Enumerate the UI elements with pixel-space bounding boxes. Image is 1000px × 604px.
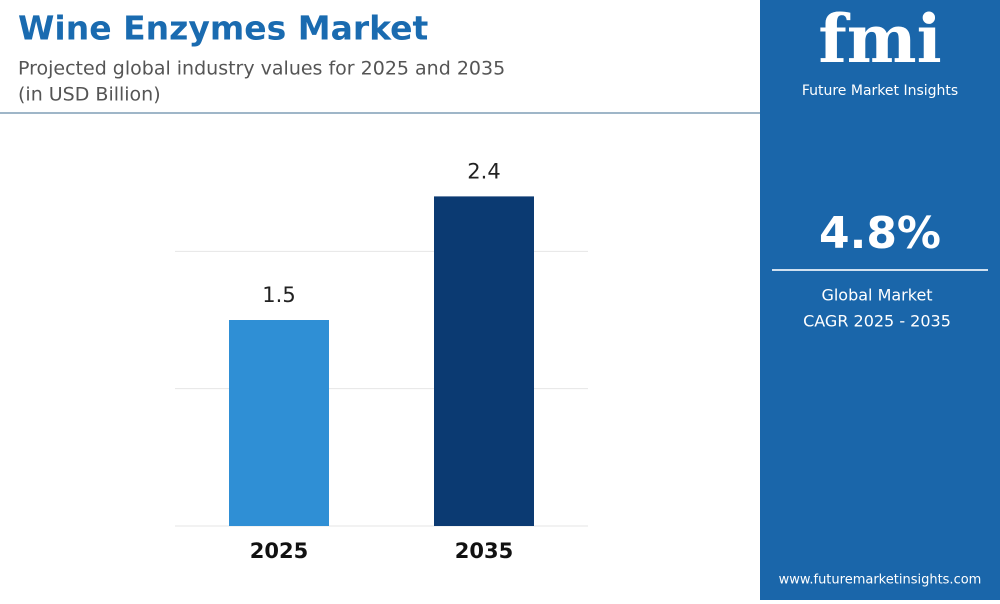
bar xyxy=(434,196,534,526)
cagr-label: CAGR 2025 - 2035 xyxy=(803,312,951,331)
cagr-label: Global Market xyxy=(821,286,932,305)
x-tick-label: 2035 xyxy=(455,539,513,563)
cagr-value: 4.8% xyxy=(819,208,941,259)
chart-subtitle: Projected global industry values for 202… xyxy=(18,58,505,80)
sidebar xyxy=(760,0,1000,600)
bar xyxy=(229,320,329,526)
logo: fmi xyxy=(818,0,941,78)
url: www.futuremarketinsights.com xyxy=(779,573,982,588)
value-label: 1.5 xyxy=(262,283,295,307)
value-label: 2.4 xyxy=(467,159,500,183)
brand: Future Market Insights xyxy=(802,83,958,99)
chart-title: Wine Enzymes Market xyxy=(18,9,429,48)
chart-subtitle: (in USD Billion) xyxy=(18,84,161,106)
x-tick-label: 2025 xyxy=(250,539,308,563)
